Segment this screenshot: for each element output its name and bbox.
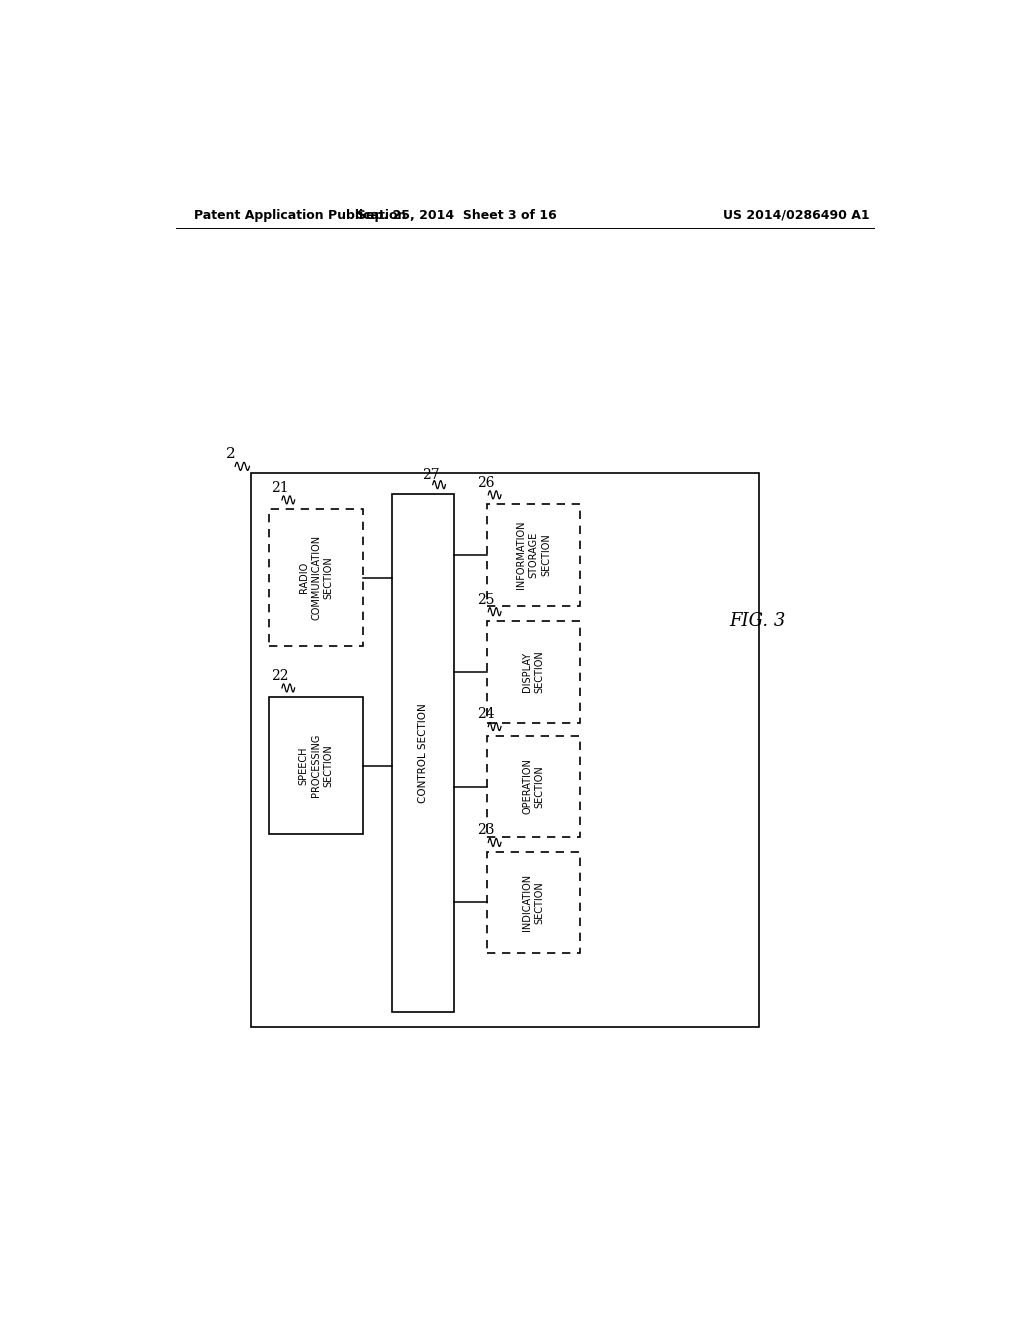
Bar [486,620,581,722]
Text: US 2014/0286490 A1: US 2014/0286490 A1 [723,209,869,222]
Text: 2: 2 [226,447,237,461]
Text: 21: 21 [270,480,289,495]
Bar [251,474,759,1027]
Text: FIG. 3: FIG. 3 [729,612,786,630]
Text: SPEECH
PROCESSING
SECTION: SPEECH PROCESSING SECTION [299,734,334,797]
Text: 22: 22 [270,669,289,682]
Bar [486,504,581,606]
Bar [392,494,455,1012]
Text: 23: 23 [477,824,495,837]
Text: OPERATION
SECTION: OPERATION SECTION [522,759,545,814]
Text: INDICATION
SECTION: INDICATION SECTION [522,874,545,931]
Text: Sep. 25, 2014  Sheet 3 of 16: Sep. 25, 2014 Sheet 3 of 16 [357,209,557,222]
Text: INFORMATION
STORAGE
SECTION: INFORMATION STORAGE SECTION [516,520,551,589]
Text: 25: 25 [477,593,495,607]
Bar [486,851,581,953]
Bar [269,697,362,834]
Text: RADIO
COMMUNICATION
SECTION: RADIO COMMUNICATION SECTION [299,535,334,620]
Text: 26: 26 [477,475,495,490]
Text: CONTROL SECTION: CONTROL SECTION [418,704,428,803]
Text: 24: 24 [477,708,495,722]
Text: DISPLAY
SECTION: DISPLAY SECTION [522,651,545,693]
Text: Patent Application Publication: Patent Application Publication [194,209,407,222]
Bar [269,510,362,647]
Text: 27: 27 [422,467,439,482]
Bar [486,735,581,837]
